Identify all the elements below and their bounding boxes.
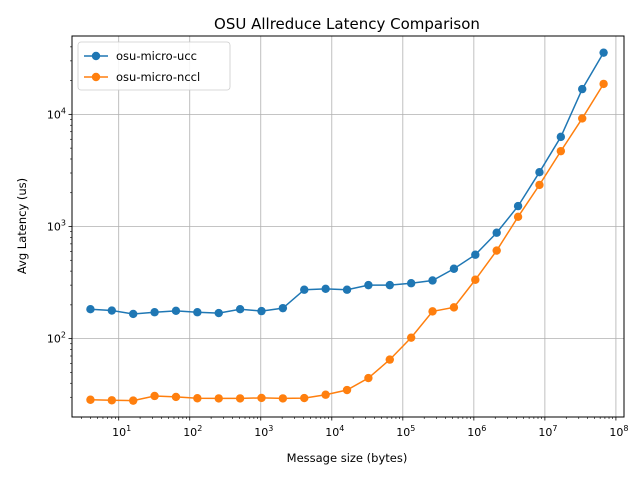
data-point (257, 306, 266, 316)
data-point (449, 303, 459, 312)
data-point (278, 303, 288, 313)
data-point (235, 394, 245, 403)
legend-marker (91, 72, 101, 82)
legend-label: osu-micro-ucc (116, 49, 197, 63)
data-point (578, 84, 587, 94)
data-point (556, 146, 566, 156)
data-point (449, 264, 459, 273)
data-point (129, 396, 138, 405)
data-point (599, 79, 608, 89)
data-point (406, 279, 416, 288)
data-point (535, 167, 544, 177)
data-point (257, 393, 266, 403)
data-point (278, 394, 288, 403)
data-point (492, 228, 501, 237)
data-point (321, 390, 330, 399)
data-point (150, 308, 159, 317)
x-tick-label: 103 (254, 424, 273, 439)
y-tick-label: 102 (47, 331, 66, 346)
data-point (364, 280, 373, 290)
data-point (513, 201, 523, 211)
y-axis-label: Avg Latency (us) (15, 178, 29, 274)
x-tick-label: 104 (325, 424, 344, 439)
data-point (107, 306, 117, 315)
data-point (129, 309, 138, 319)
x-tick-label: 108 (609, 424, 628, 439)
data-point (428, 307, 437, 316)
grid (72, 36, 624, 417)
data-point (86, 304, 95, 314)
series-layer (86, 48, 608, 405)
ticks: 101 102 103 104 105 106 107 108 102 103 104 (47, 46, 628, 439)
legend-marker (91, 51, 101, 61)
data-point (171, 392, 181, 402)
x-tick-label: 102 (183, 424, 202, 439)
data-point (471, 250, 480, 259)
data-point (428, 276, 437, 285)
data-point (471, 275, 480, 284)
data-point (556, 132, 566, 142)
x-tick-label: 107 (538, 424, 557, 439)
data-point (193, 394, 202, 403)
data-point (235, 304, 245, 314)
series-line (90, 83, 605, 402)
legend: osu-micro-ucc osu-micro-nccl (77, 41, 231, 91)
legend-box (77, 41, 231, 91)
data-point (385, 355, 394, 364)
data-point (107, 396, 117, 405)
series-line (90, 52, 605, 315)
legend-label: osu-micro-nccl (116, 70, 200, 84)
data-point (385, 280, 394, 290)
x-tick-label: 106 (467, 424, 486, 439)
y-tick-label: 104 (47, 106, 66, 121)
x-tick-label: 105 (396, 424, 415, 439)
data-point (492, 246, 501, 255)
data-point (171, 306, 181, 316)
data-point (150, 391, 159, 401)
series-osu-micro-ucc (86, 48, 608, 319)
data-point (300, 285, 309, 294)
data-point (406, 333, 416, 342)
data-point (86, 395, 95, 404)
x-tick-label: 101 (112, 424, 131, 439)
data-point (300, 393, 309, 403)
x-axis-label: Message size (bytes) (287, 451, 408, 465)
data-point (321, 284, 330, 294)
data-point (599, 48, 608, 57)
series-osu-micro-nccl (86, 79, 608, 405)
data-point (214, 308, 223, 318)
data-point (364, 373, 373, 383)
data-point (513, 212, 523, 222)
data-point (535, 180, 544, 190)
data-point (578, 114, 587, 123)
data-point (193, 308, 202, 317)
data-point (342, 285, 352, 294)
chart-title: OSU Allreduce Latency Comparison (214, 15, 480, 33)
data-point (342, 385, 352, 395)
y-tick-label: 103 (47, 219, 66, 234)
data-point (214, 394, 223, 403)
